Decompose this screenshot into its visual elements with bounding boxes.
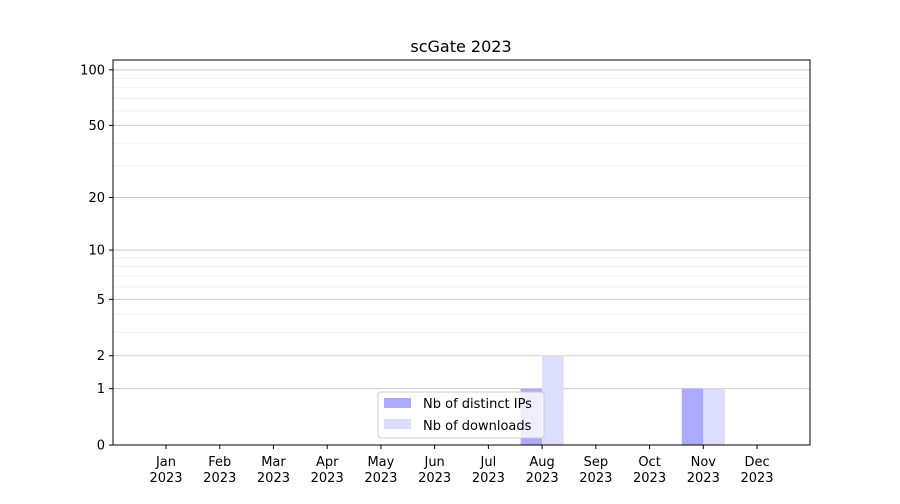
x-tick-label-year: 2023 <box>740 471 773 486</box>
x-tick-label-year: 2023 <box>203 471 236 486</box>
x-tick-label-year: 2023 <box>311 471 344 486</box>
x-tick-label-month: Dec <box>744 455 769 470</box>
x-tick-label-year: 2023 <box>687 471 720 486</box>
x-tick-label-year: 2023 <box>472 471 505 486</box>
x-tick-label-month: May <box>367 455 394 470</box>
x-tick-label-year: 2023 <box>526 471 559 486</box>
x-axis: Jan2023Feb2023Mar2023Apr2023May2023Jun20… <box>149 445 774 486</box>
y-tick-label: 5 <box>97 293 105 308</box>
bars <box>520 355 725 445</box>
y-tick-label: 100 <box>80 63 105 78</box>
bar <box>542 355 564 445</box>
legend: Nb of distinct IPs Nb of downloads <box>377 391 545 439</box>
x-tick-label-month: Mar <box>261 455 286 470</box>
y-tick-label: 20 <box>88 191 105 206</box>
x-tick-label-month: Oct <box>638 455 660 470</box>
y-tick-label: 50 <box>88 119 105 134</box>
x-tick-label-month: Sep <box>584 455 609 470</box>
x-tick-label-year: 2023 <box>257 471 290 486</box>
y-tick-label: 10 <box>88 244 105 259</box>
x-tick-label-month: Jun <box>423 455 444 470</box>
x-tick-label-month: Jan <box>155 455 176 470</box>
x-tick-label-month: Nov <box>691 455 717 470</box>
x-tick-label-year: 2023 <box>579 471 612 486</box>
bar <box>681 388 704 445</box>
chart-title: scGate 2023 <box>410 37 511 56</box>
legend-label-ips: Nb of distinct IPs <box>423 397 532 412</box>
legend-label-downloads: Nb of downloads <box>423 419 532 434</box>
plot-frame <box>112 59 811 446</box>
legend-swatch-downloads <box>384 419 411 429</box>
y-axis: 0 1 2 5 10 20 50 100 <box>80 63 113 454</box>
legend-box <box>377 391 545 439</box>
x-tick-label-year: 2023 <box>149 471 182 486</box>
x-tick-label-year: 2023 <box>633 471 666 486</box>
x-tick-label-month: Aug <box>529 455 554 470</box>
y-tick-label: 1 <box>97 382 105 397</box>
bar <box>703 388 725 445</box>
y-tick-label: 0 <box>97 439 105 454</box>
x-tick-label-month: Feb <box>208 455 231 470</box>
y-tick-label: 2 <box>97 349 105 364</box>
x-tick-label-month: Apr <box>316 455 339 470</box>
x-tick-label-year: 2023 <box>364 471 397 486</box>
x-tick-label-year: 2023 <box>418 471 451 486</box>
legend-swatch-ips <box>384 398 411 408</box>
x-tick-label-month: Jul <box>480 455 497 470</box>
